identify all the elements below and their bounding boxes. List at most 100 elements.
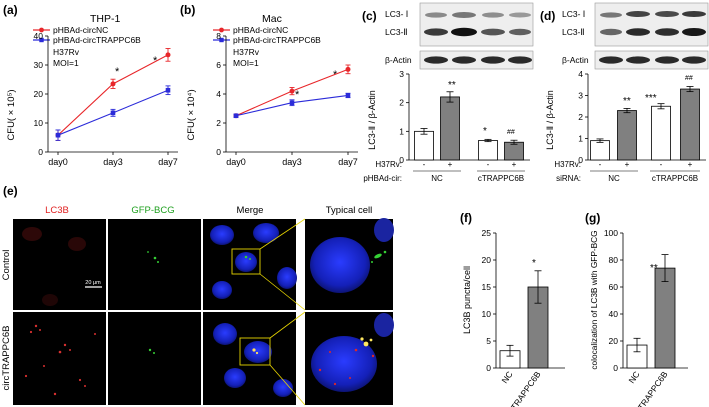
panel-a-ylabel: CFU( × 10⁵)	[6, 89, 17, 140]
panel-e-col-lc3b: LC3B	[45, 205, 69, 216]
chart-f-x-tick-label: NC	[499, 369, 514, 385]
chart-a-y-tick-label: 0	[38, 147, 43, 157]
panel-c-h37rv-label: H37Rv:	[375, 160, 402, 169]
chart-a-y-tick-label: 10	[34, 118, 44, 128]
panel-letter-d: (d)	[540, 9, 555, 23]
chart-f-y-tick-label: 0	[486, 363, 491, 373]
panel-e-row-trap: circTRAPPC6B	[1, 326, 12, 391]
chart-a: 0 10 20 30 40 day0 day3 day7	[34, 31, 178, 167]
panel-d-sig-3: ##	[685, 75, 693, 82]
chart-f-y-tick-label: 5	[486, 336, 491, 346]
chart-d-bar	[680, 88, 700, 161]
panel-b-legend: pHBAd-circNC pHBAd-circTRAPPC6B H37Rv MO…	[213, 25, 321, 68]
panel-d-sirna-label: siRNA:	[556, 174, 581, 183]
chart-d-y-tick-label: 1	[578, 134, 583, 144]
chart-a-point	[165, 52, 171, 58]
panel-b-ylabel: CFU( × 10⁴)	[186, 89, 197, 140]
chart-d-bar	[617, 110, 637, 161]
panel-a-legend-trap: pHBAd-circTRAPPC6B	[53, 35, 141, 45]
panel-d-h37rv-label: H37Rv:	[554, 160, 581, 169]
panel-f-sig: *	[532, 258, 536, 269]
chart-b-point	[289, 88, 295, 94]
chart-c-y-tick-label: 1	[399, 126, 404, 136]
chart-g-y-tick-label: 20	[609, 336, 619, 346]
panel-c-western-blot	[419, 2, 534, 70]
panel-d-blot-actin: β-Actin	[562, 55, 589, 65]
chart-a-point	[110, 81, 116, 87]
panel-d-group-nc: NC	[608, 174, 620, 183]
panel-d-h37rv-2: +	[625, 160, 630, 169]
panel-c-h37rv-2: +	[448, 160, 453, 169]
chart-d-y-tick-label: 0	[578, 155, 583, 165]
micrograph-trap-gfp	[108, 312, 201, 405]
micrograph-trap-lc3b	[13, 312, 106, 405]
chart-a-x-tick-label: day0	[48, 157, 68, 167]
chart-g-y-tick-label: 40	[609, 309, 619, 319]
chart-c-bar	[504, 141, 524, 161]
panel-b-sig-day7: *	[333, 69, 338, 81]
panel-c-vector-label: pHBAd-cir:	[363, 174, 402, 183]
panel-a-note-h37rv: H37Rv	[53, 47, 80, 57]
panel-d-h37rv-3: -	[660, 160, 663, 169]
panel-c-blot-lc3-i: LC3- Ⅰ	[385, 9, 408, 19]
chart-a-point	[165, 87, 171, 93]
chart-a-point	[110, 110, 116, 116]
panel-b-sig-day3: *	[295, 89, 300, 101]
panel-letter-b: (b)	[180, 3, 195, 17]
chart-b-x-tick-label: day0	[226, 157, 246, 167]
chart-c: 0 1 2 3	[399, 69, 530, 165]
panel-b-note-moi: MOI=1	[233, 58, 259, 68]
chart-b-point	[289, 100, 295, 105]
panel-d-western-blot	[594, 2, 709, 70]
panel-letter-a: (a)	[3, 3, 18, 17]
panel-a-sig-day3: *	[115, 66, 120, 78]
panel-b-title: Mac	[262, 13, 282, 25]
chart-b: 0 2 4 6 8 day0 day3 day7	[216, 31, 358, 167]
chart-b-x-tick-label: day7	[338, 157, 358, 167]
panel-c-h37rv-3: -	[487, 160, 490, 169]
panel-e-col-typical: Typical cell	[326, 205, 372, 216]
chart-f-y-tick-label: 15	[482, 282, 492, 292]
panel-c-blot-actin: β-Actin	[385, 55, 412, 65]
panel-c-h37rv-4: +	[512, 160, 517, 169]
chart-c-y-tick-label: 3	[399, 69, 404, 79]
chart-a-y-tick-label: 20	[34, 89, 44, 99]
chart-g-bar	[654, 267, 676, 369]
panel-d-group-trap: cTRAPPC6B	[652, 174, 698, 183]
chart-g-x-tick-label: NC	[626, 369, 641, 385]
panel-d-sig-1: **	[623, 96, 631, 107]
chart-c-bar	[478, 140, 498, 161]
panel-letter-f: (f)	[460, 211, 472, 225]
panel-letter-e: (e)	[3, 184, 18, 198]
chart-b-x-tick-label: day3	[282, 157, 302, 167]
panel-d-sig-2: ***	[645, 93, 657, 104]
chart-d-y-tick-label: 2	[578, 112, 583, 122]
chart-f-y-tick-label: 25	[482, 228, 492, 238]
chart-b-point	[345, 66, 351, 72]
panel-c-ylabel: LC3-Ⅱ / β-Actin	[367, 90, 377, 150]
chart-c-y-tick-label: 2	[399, 98, 404, 108]
panel-f-ylabel: LC3B puncta/cell	[462, 266, 472, 334]
chart-g-y-tick-label: 60	[609, 282, 619, 292]
chart-g-y-tick-label: 80	[609, 255, 619, 265]
chart-d-y-tick-label: 4	[578, 69, 583, 79]
chart-d-y-tick-label: 3	[578, 91, 583, 101]
chart-d-bar	[651, 105, 671, 161]
chart-f-y-tick-label: 10	[482, 309, 492, 319]
panel-c-group-trap: cTRAPPC6B	[478, 174, 524, 183]
chart-b-y-tick-label: 8	[216, 31, 221, 41]
panel-a-legend-nc: pHBAd-circNC	[53, 25, 108, 35]
panel-c-sig-3: ##	[507, 129, 515, 136]
panel-e-col-gfp-bcg: GFP-BCG	[131, 205, 174, 216]
panel-d-h37rv-1: -	[599, 160, 602, 169]
panel-e-col-merge: Merge	[237, 205, 264, 216]
panel-c-blot-lc3-ii: LC3-Ⅱ	[385, 27, 408, 37]
chart-c-bar	[440, 96, 460, 161]
panel-d-h37rv-4: +	[688, 160, 693, 169]
panel-e-micrographs	[13, 218, 394, 406]
chart-g-y-tick-label: 0	[613, 363, 618, 373]
panel-d-blot-lc3-ii: LC3-Ⅱ	[562, 27, 585, 37]
chart-d: 0 1 2 3 4	[578, 69, 706, 165]
